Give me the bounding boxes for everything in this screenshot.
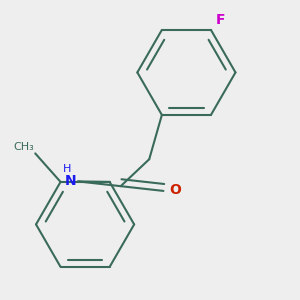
Text: N: N xyxy=(65,174,76,188)
Text: H: H xyxy=(63,164,72,173)
Text: F: F xyxy=(216,13,225,27)
Text: CH₃: CH₃ xyxy=(13,142,34,152)
Text: O: O xyxy=(169,183,181,197)
